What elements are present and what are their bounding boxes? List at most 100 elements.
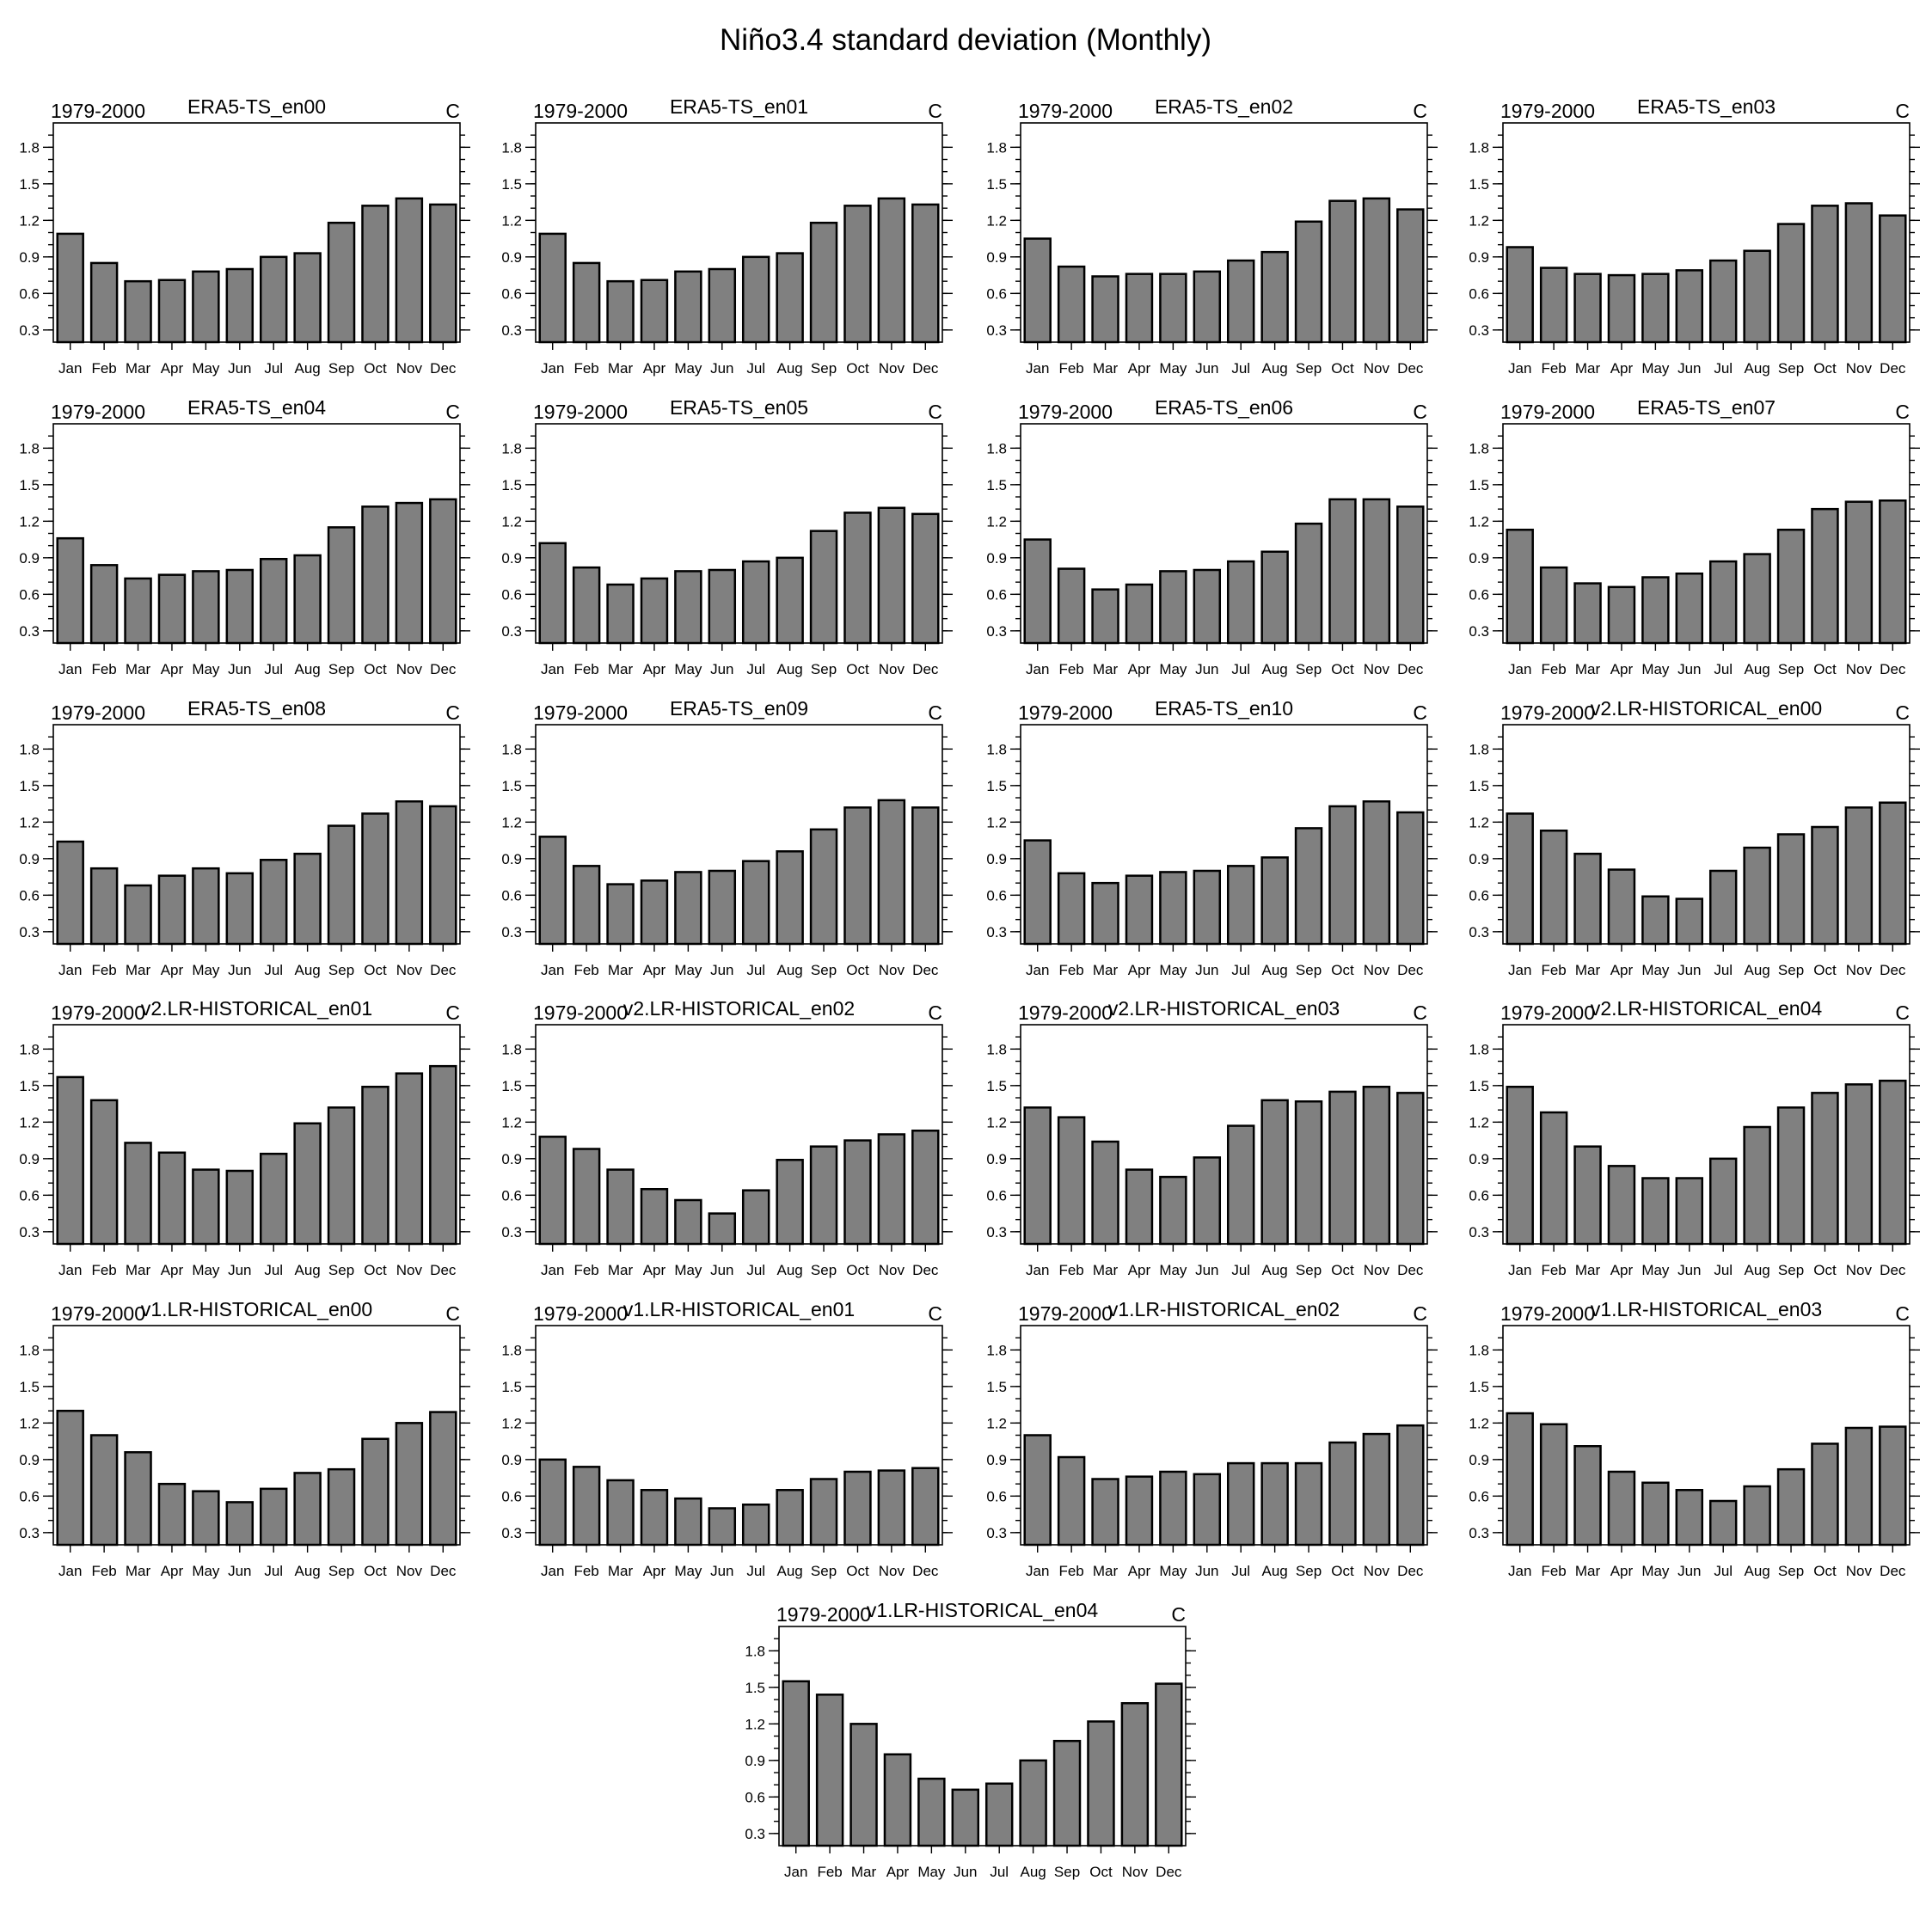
panel-right-label: C: [928, 100, 942, 122]
bar-jul: [984, 1782, 1014, 1847]
x-tick-label: Nov: [1364, 360, 1390, 377]
y-tick-label: 1.8: [1469, 741, 1489, 757]
x-tick-label: Aug: [1021, 1864, 1046, 1880]
x-tick-label: Aug: [1262, 962, 1288, 978]
x-tick-label: Jul: [1231, 1563, 1250, 1579]
bar-aug: [776, 1159, 804, 1246]
plot-frame: [1020, 1024, 1428, 1245]
y-tick-label: 0.9: [986, 249, 1007, 266]
bar-feb: [89, 1434, 119, 1547]
y-tick-label: 0.9: [1469, 851, 1489, 867]
x-tick-label: Aug: [295, 661, 321, 677]
x-tick-label: Nov: [879, 1563, 905, 1579]
bar-aug: [293, 252, 322, 344]
x-tick-label: Sep: [811, 1262, 837, 1278]
bar-apr: [157, 1151, 187, 1246]
x-tick-label: Jul: [264, 661, 283, 677]
bar-may: [674, 871, 702, 946]
bar-feb: [1539, 566, 1568, 645]
bar-mar: [124, 1142, 152, 1246]
plot-frame: [1502, 1024, 1911, 1245]
y-tick-label: 0.3: [19, 1525, 40, 1541]
x-tick-label: Apr: [643, 1563, 666, 1579]
bar-feb: [1057, 265, 1086, 344]
panel-title: ERA5-TS_en10: [1155, 697, 1293, 720]
bar-nov: [1844, 1083, 1874, 1246]
bar-sep: [327, 824, 356, 946]
panel-v1.LR-HISTORICAL_en02: Jan Feb Mar Apr May Jun Jul Aug Sep Oct Nov Dec 0.3 0…: [986, 1298, 1438, 1579]
panels: Jan Feb Mar Apr May Jun Jul Aug Sep Oct Nov Dec 0.3 0…: [19, 95, 1920, 1880]
y-tick-label: 0.3: [19, 623, 40, 640]
y-tick-label: 0.6: [501, 586, 522, 603]
bar-mar: [1573, 1145, 1602, 1246]
bar-dec: [1396, 1424, 1425, 1547]
bar-jul: [741, 1189, 770, 1246]
bar-feb: [89, 867, 119, 946]
plot-frame: [1020, 1325, 1428, 1546]
x-tick-label: Aug: [295, 1262, 321, 1278]
y-tick-label: 0.6: [986, 285, 1007, 302]
x-tick-label: Nov: [879, 661, 905, 677]
bar-mar: [1573, 1445, 1602, 1547]
x-tick-label: May: [192, 1262, 220, 1278]
x-tick-label: Nov: [879, 360, 905, 377]
y-tick-label: 0.3: [501, 322, 522, 339]
bar-may: [674, 270, 702, 344]
x-tick-label: May: [192, 360, 220, 377]
panel-left-label: 1979-2000: [776, 1603, 871, 1626]
bar-mar: [1573, 273, 1602, 344]
bar-oct: [1811, 1092, 1839, 1246]
bar-aug: [776, 252, 804, 344]
y-tick-label: 0.9: [986, 851, 1007, 867]
bar-dec: [429, 498, 457, 645]
bar-jan: [1506, 812, 1534, 946]
bar-feb: [572, 566, 601, 645]
bar-nov: [395, 1422, 424, 1547]
y-tick-label: 0.6: [1469, 1187, 1489, 1204]
bar-jan: [538, 542, 567, 645]
bar-may: [192, 1490, 220, 1547]
bar-aug: [293, 554, 322, 645]
x-tick-label: Oct: [364, 360, 387, 377]
x-tick-label: Apr: [1128, 962, 1151, 978]
bar-aug: [293, 852, 322, 946]
x-tick-label: May: [674, 360, 702, 377]
plot-frame: [52, 423, 461, 644]
bar-jun: [1675, 1489, 1704, 1547]
x-tick-label: Aug: [1262, 1563, 1288, 1579]
x-tick-label: Jun: [228, 962, 251, 978]
y-tick-label: 1.2: [1469, 1415, 1489, 1431]
panel-title: v2.LR-HISTORICAL_en04: [1591, 997, 1823, 1020]
bar-aug: [1743, 249, 1771, 344]
y-tick-label: 1.5: [501, 778, 522, 794]
bar-oct: [361, 1437, 389, 1547]
x-tick-label: Aug: [1262, 661, 1288, 677]
x-tick-label: Jan: [58, 1262, 82, 1278]
panel-left-label: 1979-2000: [1018, 1002, 1113, 1024]
x-tick-label: Mar: [126, 1563, 151, 1579]
bar-may: [1641, 1481, 1670, 1547]
x-tick-label: May: [1641, 962, 1670, 978]
x-tick-label: Aug: [777, 1262, 803, 1278]
bar-oct: [1811, 507, 1839, 645]
bar-jul: [259, 1487, 288, 1547]
panel-title: ERA5-TS_en04: [187, 396, 326, 419]
x-tick-label: Jul: [264, 1262, 283, 1278]
bar-sep: [809, 1478, 838, 1547]
x-tick-label: Oct: [1813, 360, 1837, 377]
y-tick-label: 1.2: [986, 212, 1007, 229]
x-tick-label: Oct: [846, 661, 869, 677]
y-tick-label: 0.3: [1469, 1224, 1489, 1240]
y-tick-label: 1.8: [1469, 440, 1489, 456]
bar-dec: [1155, 1682, 1183, 1847]
bar-sep: [1776, 529, 1806, 645]
y-tick-label: 1.8: [986, 440, 1007, 456]
y-tick-label: 0.9: [1469, 550, 1489, 567]
x-tick-label: Mar: [1093, 1262, 1119, 1278]
bar-jun: [1193, 568, 1222, 645]
bar-may: [192, 270, 220, 344]
bar-sep: [327, 221, 356, 344]
x-tick-label: Feb: [573, 1563, 598, 1579]
x-tick-label: Apr: [643, 360, 666, 377]
bar-nov: [395, 197, 424, 344]
